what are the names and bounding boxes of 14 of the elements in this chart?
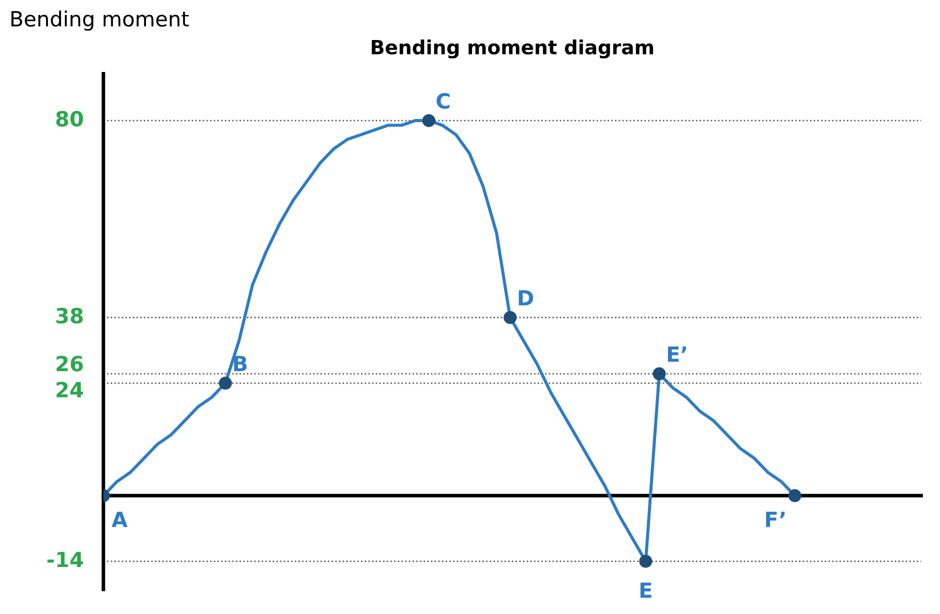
y-tick-label: 38 bbox=[56, 308, 83, 324]
data-label: B bbox=[234, 356, 247, 372]
data-label: F’ bbox=[766, 512, 785, 527]
data-label: E’ bbox=[668, 346, 686, 362]
data-label: C bbox=[436, 93, 450, 109]
data-label: A bbox=[112, 512, 128, 527]
y-tick-label: 80 bbox=[56, 110, 83, 127]
y-tick-label: -14 bbox=[47, 552, 83, 568]
chart-title: Bending moment diagram bbox=[372, 39, 654, 58]
data-label: D bbox=[518, 290, 534, 306]
y-tick-label: 26 bbox=[56, 356, 83, 372]
data-label: E bbox=[640, 582, 652, 598]
y-tick-label: 24 bbox=[56, 382, 83, 398]
y-axis-title: Bending moment bbox=[11, 10, 189, 31]
